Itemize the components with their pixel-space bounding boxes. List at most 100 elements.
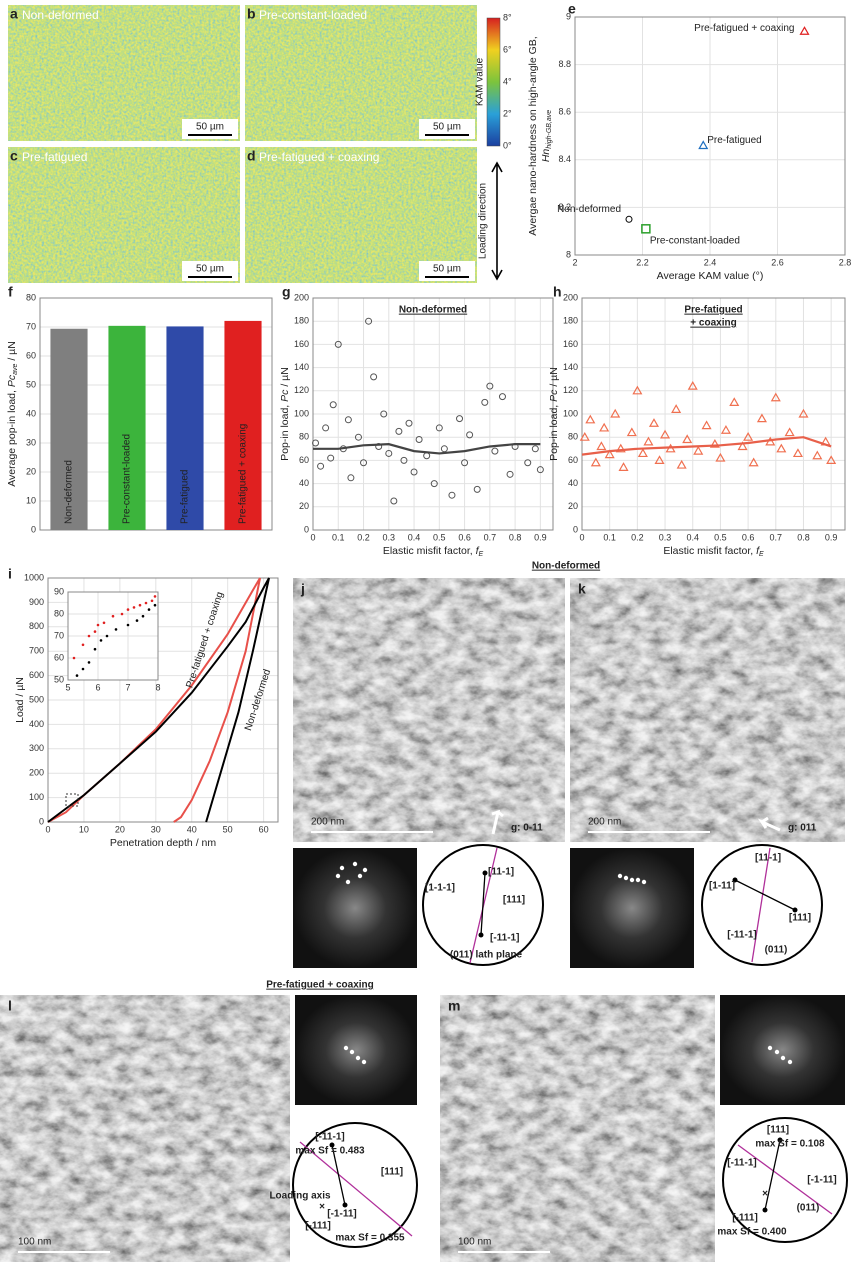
tem-image [440,995,715,1262]
point [102,621,106,625]
point [81,667,85,671]
point [643,436,654,446]
point [648,418,660,427]
y-tick-label: 100 [563,408,578,418]
scale-bar-label: 200 nm [311,817,344,828]
pole [342,1202,348,1208]
diffraction-spot [355,1055,361,1061]
stereo-label: [11-1] [755,853,781,864]
y-tick-label: 200 [294,292,309,302]
point [132,606,136,609]
point [776,443,787,453]
y-axis-label-part: / µN [279,367,291,389]
y-tick-label: 90 [54,586,64,596]
point [370,373,378,381]
y-axis-label-part: / µN [6,341,18,363]
point [141,614,145,618]
y-axis-label-part: Pc [279,389,291,402]
plot-frame [39,297,273,531]
point [671,404,682,413]
point [75,674,79,677]
x-tick-label: 8 [155,682,160,692]
y-tick-label: 180 [563,316,578,326]
point [491,447,499,455]
y-axis-label-part: Pc [6,374,18,387]
y-tick-label: 50 [54,674,64,684]
diffraction-spot [361,1059,367,1065]
pole-link [764,1139,781,1211]
x-tick-label: 0.1 [332,532,345,542]
diffraction-spot [345,879,351,885]
map-label: Pre-fatigued [22,150,87,164]
pole [478,932,484,938]
x-axis-label: Average KAM value (°) [657,270,764,282]
stereo-label: max Sf = 0.400 [717,1227,787,1238]
loading-direction: Loading direction [478,183,489,259]
x-tick-label: 30 [151,824,161,834]
y-axis-label-part: Average pop-in load, [6,387,18,487]
point [81,643,85,647]
x-tick-label: 6 [95,682,100,692]
x-tick-label: 0 [579,532,584,542]
y-tick-label: 100 [294,408,309,418]
y-tick-label: 8.4 [558,154,571,164]
point [380,410,388,418]
point [344,416,352,424]
panel-letter: e [568,1,576,17]
y-tick-label: 0 [573,524,578,534]
bar [50,328,88,530]
point [579,431,590,441]
pole-link [480,872,486,936]
tem-image [293,578,565,842]
kam-map [8,147,240,283]
point [798,408,809,418]
point [435,424,443,432]
stereo-label: [1-11] [709,881,735,892]
point [153,595,157,598]
diffraction-spot [352,861,358,867]
stereo-label: [-111] [732,1213,758,1224]
point [536,466,544,474]
point [715,452,726,462]
x-axis-label: Elastic misfit factor, fE [663,545,764,558]
stereogram [292,1122,418,1248]
stereo-label: [-111] [305,1221,331,1232]
y-tick-label: 30 [26,437,36,447]
scale-bar-label: 100 nm [18,1237,51,1248]
x-tick-label: 0.5 [714,532,727,542]
x-tick-label: 0.7 [484,532,497,542]
stereo-label: [111] [381,1167,403,1178]
point [812,450,823,460]
x-tick-label: 2.4 [704,257,717,267]
point [660,429,671,439]
trend-line [581,436,832,456]
y-axis-label-part: high-GB,ave [546,110,553,149]
diffraction-spot [641,879,647,885]
y-tick-label: 80 [26,292,36,302]
point [385,449,393,457]
point [637,448,648,458]
bar [166,326,204,530]
point-label: Pre-fatigued [707,135,761,146]
map-label: Pre-constant-loaded [259,8,367,22]
y-tick-label: 20 [26,466,36,476]
chart-title: Non-deformed [399,305,467,316]
point [615,443,626,453]
point [329,401,337,409]
point [585,414,596,424]
x-tick-label: 2 [572,257,577,267]
y-tick-label: 50 [26,379,36,389]
x-tick-label: 7 [125,682,130,692]
point [87,634,91,638]
point [456,415,464,423]
y-axis-label-part: Pc [548,389,560,402]
y-tick-label: 1000 [24,572,44,582]
point [756,413,767,423]
diffraction-spot [357,873,363,879]
point [737,441,748,451]
x-tick-label: 40 [187,824,197,834]
diffraction-spot [617,873,623,879]
pole-link [331,1144,346,1206]
y-axis-label-part: / µN [548,367,560,389]
